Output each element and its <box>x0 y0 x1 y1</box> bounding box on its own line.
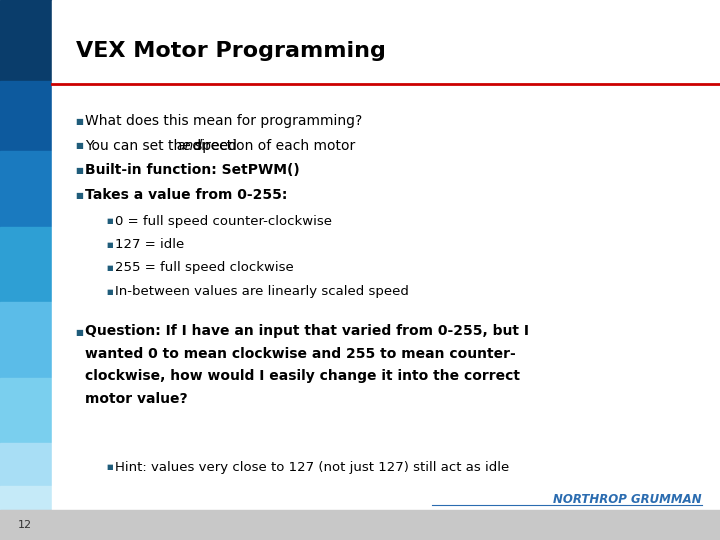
Text: 127 = idle: 127 = idle <box>115 238 184 251</box>
Text: and: and <box>176 139 202 153</box>
Text: ■: ■ <box>107 288 113 295</box>
Text: 255 = full speed clockwise: 255 = full speed clockwise <box>115 261 294 274</box>
Text: ■: ■ <box>107 218 113 225</box>
Text: Built-in function: SetPWM(): Built-in function: SetPWM() <box>85 163 300 177</box>
Text: ■: ■ <box>107 464 113 470</box>
Text: Hint: values very close to 127 (not just 127) still act as idle: Hint: values very close to 127 (not just… <box>115 461 510 474</box>
Text: In-between values are linearly scaled speed: In-between values are linearly scaled sp… <box>115 285 409 298</box>
Text: ■: ■ <box>76 191 84 200</box>
Text: ■: ■ <box>76 141 84 150</box>
Text: VEX Motor Programming: VEX Motor Programming <box>76 41 385 62</box>
Text: Question: If I have an input that varied from 0-255, but I: Question: If I have an input that varied… <box>85 324 529 338</box>
Text: ■: ■ <box>76 117 84 126</box>
Text: ■: ■ <box>107 265 113 271</box>
Text: ■: ■ <box>107 241 113 248</box>
Text: You can set the speed: You can set the speed <box>85 139 241 153</box>
Text: NORTHROP GRUMMAN: NORTHROP GRUMMAN <box>554 493 702 506</box>
Text: 0 = full speed counter-clockwise: 0 = full speed counter-clockwise <box>115 215 332 228</box>
Text: wanted 0 to mean clockwise and 255 to mean counter-: wanted 0 to mean clockwise and 255 to me… <box>85 347 516 361</box>
Text: ■: ■ <box>76 166 84 174</box>
Text: What does this mean for programming?: What does this mean for programming? <box>85 114 362 129</box>
Text: clockwise, how would I easily change it into the correct: clockwise, how would I easily change it … <box>85 369 520 383</box>
Text: Takes a value from 0-255:: Takes a value from 0-255: <box>85 188 287 202</box>
Text: ■: ■ <box>76 328 84 336</box>
Text: motor value?: motor value? <box>85 392 188 406</box>
Text: 12: 12 <box>18 520 32 530</box>
Text: direction of each motor: direction of each motor <box>189 139 356 153</box>
